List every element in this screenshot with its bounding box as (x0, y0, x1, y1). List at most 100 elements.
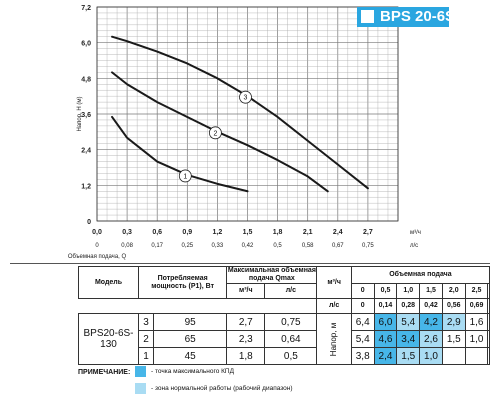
spec-table: Модель Потребляемая мощность (P1), Вт Ма… (78, 266, 491, 365)
series-label-2: 2 (213, 130, 217, 137)
head-cell (441, 347, 466, 365)
series-label-circle-2 (208, 126, 222, 140)
spacer-cell (487, 298, 490, 314)
table-row: 2 65 2,3 0,64 5,4 4,6 3,4 2,6 1,5 1,0 (79, 330, 490, 348)
model-title: BPS 20-6S (380, 8, 456, 25)
x-tick-label-m3h: 2,7 (363, 229, 373, 236)
badge-square-icon (361, 10, 374, 23)
power-cell: 45 (152, 347, 228, 365)
table-row: BPS20-6S-130 3 95 2,7 0,75 Напор, м 6,4 … (78, 313, 490, 365)
x-tick-label-ls: 0,42 (242, 243, 254, 249)
x-tick-label-ls: 0,08 (121, 243, 133, 249)
flow-m3h-cell: 0 (350, 283, 375, 299)
series-line-1 (111, 115, 249, 193)
y-tick-label: 3,6 (81, 112, 91, 119)
speed-cell: 1 (138, 347, 154, 365)
qmax-m3h-cell: 2,7 (226, 313, 266, 331)
header-power: Потребляемая мощность (P1), Вт (137, 266, 228, 299)
legend-text-max-eff: - точка максимального КПД (151, 368, 234, 375)
x-unit-m3h: м³/ч (410, 230, 421, 236)
qmax-ls-cell: 0,75 (264, 313, 318, 331)
legend-swatch-max-eff (135, 366, 146, 377)
spacer-cell (487, 283, 490, 299)
flow-m3h-cell: 1,0 (396, 283, 421, 299)
head-cell-work-zone: 2,9 (441, 313, 466, 331)
header-unit-m3h: м³/ч (226, 283, 266, 299)
y-tick-label: 7,2 (81, 5, 91, 12)
flow-m3h-cell: 2,5 (464, 283, 489, 299)
x-tick-label-ls: 0,33 (212, 243, 224, 249)
x-tick-label-ls: 0,58 (302, 243, 314, 249)
series-label-circle-1 (178, 169, 192, 183)
head-cell: 1,6 (464, 313, 489, 331)
head-cell-max-eff: 6,0 (373, 313, 398, 331)
x-tick-label-m3h: 1,5 (243, 229, 253, 236)
model-cell: BPS20-6S-130 (78, 313, 139, 365)
power-cell: 65 (152, 330, 228, 348)
flow-m3h-cell: 0,5 (373, 283, 398, 299)
table-row: 1 45 1,8 0,5 3,8 2,4 1,5 1,0 (79, 347, 490, 365)
x-tick-label-ls: 0,17 (151, 243, 163, 249)
flow-ls-cell: 0,42 (419, 298, 443, 314)
x-tick-label-m3h: 0,3 (122, 229, 132, 236)
head-cell-work-zone: 1,5 (396, 347, 421, 365)
series-label-circle-3 (239, 90, 252, 104)
flow-m3h-cell: 1,5 (419, 283, 443, 299)
series-label-3: 3 (244, 95, 248, 102)
x-tick-label-m3h: 2,1 (303, 229, 313, 236)
x-unit-ls: л/с (410, 243, 418, 249)
head-label-cell: Напор, м (316, 313, 352, 365)
x-tick-label-ls: 0 (95, 243, 99, 249)
head-cell: 3,8 (350, 347, 375, 365)
head-cell-work-zone: 5,4 (396, 313, 421, 331)
header-model: Модель (78, 266, 139, 299)
divider (10, 263, 490, 264)
speed-cell: 3 (138, 313, 154, 331)
y-tick-label: 4,8 (81, 76, 91, 83)
y-tick-label: 0 (87, 219, 91, 226)
head-cell-max-eff: 4,2 (419, 313, 443, 331)
spacer-cell (79, 299, 317, 314)
flow-ls-cell: 0,14 (373, 298, 398, 314)
head-label: Напор, м (329, 322, 339, 356)
qmax-ls-cell: 0,64 (264, 330, 318, 348)
header-unit-ls-q: л/с (316, 298, 352, 314)
x-tick-label-m3h: 0,6 (152, 229, 162, 236)
flow-ls-cell: 0 (350, 298, 375, 314)
head-cell: 5,4 (350, 330, 375, 348)
header-qmax: Максимальная объемная подача Qmax (226, 266, 318, 284)
plot-frame (96, 6, 399, 222)
legend-text-work-zone: - зона нормальной работы (рабочий диапаз… (151, 385, 293, 392)
x-tick-label-m3h: 1,8 (273, 229, 283, 236)
flow-m3h-cell: 2,0 (441, 283, 466, 299)
qmax-m3h-cell: 1,8 (226, 347, 266, 365)
qmax-ls-cell: 0,5 (264, 347, 318, 365)
y-tick-label: 6,0 (81, 41, 91, 48)
x-tick-label-m3h: 2,4 (333, 229, 343, 236)
flow-ls-cell: 0,28 (396, 298, 421, 314)
qmax-m3h-cell: 2,3 (226, 330, 266, 348)
pump-curve-chart: 0 1,2 2,4 3,6 4,8 6,0 7,2 0,0 0,3 0,6 0,9 1,2 1,5 1,8… (68, 5, 421, 260)
x-tick-label-ls: 0,5 (273, 243, 282, 249)
head-cell-max-eff: 4,6 (373, 330, 398, 348)
y-tick-label: 2,4 (81, 148, 91, 155)
x-tick-label-ls: 0,25 (181, 243, 193, 249)
model-badge: BPS 20-6S (357, 7, 455, 27)
power-cell: 95 (152, 313, 228, 331)
spacer-cell (487, 330, 490, 348)
head-cell (464, 347, 489, 365)
x-tick-label-ls: 0,67 (332, 243, 344, 249)
head-cell-max-eff: 2,4 (373, 347, 398, 365)
series-label-1: 1 (183, 173, 187, 180)
note-label: ПРИМЕЧАНИЕ: (78, 369, 131, 376)
spacer-cell (487, 347, 490, 365)
x-tick-label-m3h: 1,2 (213, 229, 223, 236)
head-cell-work-zone: 2,6 (419, 330, 443, 348)
y-axis-label: Напор, Н (м) (77, 96, 83, 131)
header-unit-ls: л/с (264, 283, 318, 299)
head-cell-max-eff: 3,4 (396, 330, 421, 348)
head-cell: 1,0 (464, 330, 489, 348)
x-axis-label: Объемная подача, Q (68, 254, 127, 260)
header-flow: Объемная подача (350, 266, 491, 284)
x-tick-label-ls: 0,75 (362, 243, 374, 249)
